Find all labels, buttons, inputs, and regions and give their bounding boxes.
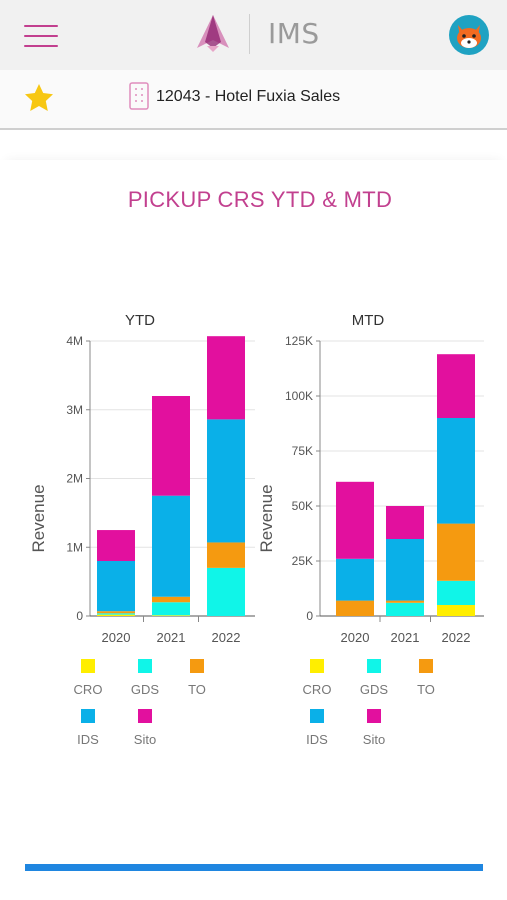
bar-sito-2022: [207, 336, 245, 420]
app-name: IMS: [268, 17, 320, 50]
bar-to-2022: [207, 542, 245, 568]
building-icon: [129, 82, 149, 110]
bar-ids-2020: [336, 558, 374, 601]
bar-gds-2021: [152, 602, 190, 616]
bar-sito-2021: [386, 506, 424, 539]
star-icon[interactable]: [23, 82, 55, 114]
bar-to-2020: [336, 600, 374, 616]
legend-label-cro: CRO: [74, 682, 103, 697]
chart-1: 0 25K 50K 75K 100K 125K MTD Revenue 2020 2021 2022…: [257, 312, 484, 747]
fox-avatar-icon[interactable]: [449, 15, 489, 55]
bar-gds-2020: [97, 613, 135, 615]
bar-ids-2021: [152, 495, 190, 597]
legend-swatch-to: [419, 659, 433, 673]
legend-swatch-ids: [81, 709, 95, 723]
bar-sito-2020: [336, 481, 374, 559]
hotel-bar: [0, 70, 507, 130]
chart-title: MTD: [352, 312, 385, 329]
hotel-selector[interactable]: 12043 - Hotel Fuxia Sales: [156, 88, 341, 105]
legend-swatch-sito: [367, 709, 381, 723]
page-title: PICKUP CRS YTD & MTD: [127, 187, 393, 212]
bar-ids-2021: [386, 539, 424, 601]
legend-label-ids: IDS: [306, 732, 328, 747]
bar-sito-2022: [437, 354, 475, 418]
bar-to-2021: [152, 596, 190, 603]
bottom-progress-bar: [25, 864, 483, 871]
y-tick-label: 0: [306, 609, 313, 623]
bar-ids-2022: [207, 419, 245, 543]
y-axis-label: Revenue: [257, 484, 276, 552]
chart-title: YTD: [125, 312, 155, 329]
bar-sito-2020: [97, 530, 135, 561]
y-tick-label: 100K: [285, 389, 313, 403]
bar-sito-2021: [152, 396, 190, 496]
top-app-bar: IMS: [0, 0, 507, 70]
x-tick-label: 2020: [341, 630, 370, 645]
legend-swatch-ids: [310, 709, 324, 723]
x-tick-label: 2020: [102, 630, 131, 645]
bar-cro-2021: [152, 615, 190, 616]
legend-swatch-cro: [310, 659, 324, 673]
legend-label-cro: CRO: [303, 682, 332, 697]
bar-cro-2020: [97, 614, 135, 616]
ims-logo-icon: [197, 15, 229, 52]
x-tick-label: 2022: [442, 630, 471, 645]
legend-label-sito: Sito: [363, 732, 385, 747]
bar-cro-2022: [437, 605, 475, 616]
x-tick-label: 2021: [157, 630, 186, 645]
logo-divider: [249, 14, 250, 54]
legend-label-ids: IDS: [77, 732, 99, 747]
bar-to-2020: [97, 611, 135, 614]
bar-ids-2022: [437, 418, 475, 524]
legend-swatch-gds: [138, 659, 152, 673]
legend-label-sito: Sito: [134, 732, 156, 747]
bar-gds-2022: [437, 580, 475, 605]
y-tick-label: 125K: [285, 334, 313, 348]
bar-to-2021: [386, 600, 424, 603]
y-tick-label: 0: [76, 609, 83, 623]
x-tick-label: 2021: [391, 630, 420, 645]
bar-ids-2020: [97, 561, 135, 612]
y-tick-label: 4M: [66, 334, 83, 348]
y-tick-label: 50K: [292, 499, 313, 513]
chart-0: 0 1M 2M 3M 4M YTD Revenue 2020 2021 2022 CRO GDS TO I…: [29, 312, 255, 747]
legend-swatch-gds: [367, 659, 381, 673]
legend-label-to: TO: [188, 682, 206, 697]
y-tick-label: 75K: [292, 444, 313, 458]
y-tick-label: 2M: [66, 472, 83, 486]
bar-to-2022: [437, 523, 475, 581]
legend-label-to: TO: [417, 682, 435, 697]
legend-swatch-to: [190, 659, 204, 673]
bar-gds-2022: [207, 567, 245, 616]
y-tick-label: 25K: [292, 554, 313, 568]
legend-swatch-sito: [138, 709, 152, 723]
y-tick-label: 3M: [66, 403, 83, 417]
legend-label-gds: GDS: [360, 682, 389, 697]
bar-gds-2021: [386, 602, 424, 616]
y-tick-label: 1M: [66, 540, 83, 554]
legend-label-gds: GDS: [131, 682, 160, 697]
y-axis-label: Revenue: [29, 484, 48, 552]
hamburger-menu-icon[interactable]: [24, 22, 58, 50]
legend-swatch-cro: [81, 659, 95, 673]
x-tick-label: 2022: [212, 630, 241, 645]
